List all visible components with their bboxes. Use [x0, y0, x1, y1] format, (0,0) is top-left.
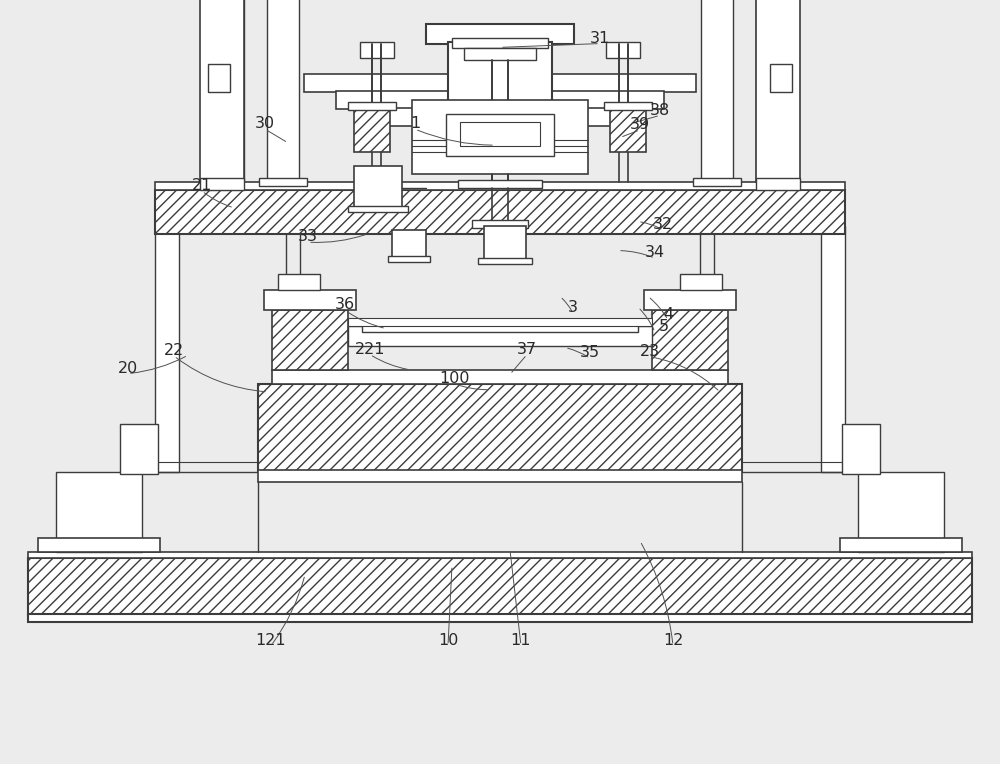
Bar: [348, 326, 652, 346]
Bar: [278, 274, 320, 290]
Bar: [446, 114, 554, 156]
Text: 12: 12: [663, 633, 683, 648]
Bar: [272, 370, 728, 384]
Bar: [348, 318, 652, 326]
Bar: [354, 166, 402, 208]
Bar: [448, 42, 552, 104]
Bar: [412, 100, 588, 174]
Text: 36: 36: [335, 297, 355, 312]
Bar: [38, 538, 160, 552]
Text: 11: 11: [511, 633, 531, 648]
Bar: [200, 178, 244, 190]
Text: 10: 10: [438, 633, 458, 648]
Bar: [644, 290, 736, 310]
Bar: [438, 102, 562, 112]
Bar: [652, 310, 728, 370]
Bar: [842, 424, 880, 474]
Bar: [464, 48, 536, 60]
Bar: [392, 230, 426, 258]
Bar: [258, 384, 742, 472]
Text: 38: 38: [650, 102, 670, 118]
Bar: [485, 40, 515, 46]
Bar: [380, 108, 620, 126]
Bar: [28, 552, 972, 558]
Bar: [484, 226, 526, 260]
Bar: [267, 0, 299, 182]
Text: 221: 221: [355, 342, 385, 357]
Bar: [478, 258, 532, 264]
Bar: [155, 190, 845, 234]
Bar: [354, 106, 390, 152]
Text: 5: 5: [659, 319, 669, 335]
Bar: [606, 42, 640, 58]
Text: 22: 22: [164, 343, 184, 358]
Bar: [336, 91, 664, 109]
Bar: [200, 0, 244, 182]
Text: 37: 37: [517, 342, 537, 357]
Text: 33: 33: [298, 229, 318, 244]
Bar: [259, 178, 307, 186]
Text: 30: 30: [255, 116, 275, 131]
Bar: [770, 64, 792, 92]
Bar: [756, 178, 800, 190]
Bar: [120, 424, 158, 474]
Bar: [680, 274, 722, 290]
Text: 4: 4: [663, 307, 673, 322]
Text: 21: 21: [192, 178, 212, 193]
Text: 31: 31: [590, 31, 610, 46]
Bar: [264, 290, 356, 310]
Text: 34: 34: [645, 245, 665, 261]
Bar: [56, 472, 142, 552]
Bar: [348, 206, 408, 212]
Bar: [426, 24, 574, 44]
Text: 35: 35: [580, 345, 600, 361]
Bar: [28, 614, 972, 622]
Text: 121: 121: [256, 633, 286, 648]
Bar: [458, 180, 542, 188]
Bar: [155, 182, 845, 190]
Bar: [756, 0, 800, 182]
Text: 100: 100: [439, 371, 469, 386]
Text: 32: 32: [653, 217, 673, 232]
Bar: [272, 310, 348, 370]
Bar: [840, 538, 962, 552]
Bar: [155, 226, 179, 472]
Bar: [388, 256, 430, 262]
Bar: [258, 470, 742, 482]
Bar: [304, 74, 696, 92]
Bar: [460, 122, 540, 146]
Bar: [610, 106, 646, 152]
Bar: [28, 558, 972, 616]
Bar: [208, 64, 230, 92]
Text: 3: 3: [568, 300, 578, 316]
Text: 20: 20: [118, 361, 138, 376]
Bar: [472, 220, 528, 228]
Bar: [693, 178, 741, 186]
Bar: [821, 226, 845, 472]
Bar: [348, 102, 396, 110]
Text: 1: 1: [410, 116, 420, 131]
Bar: [362, 322, 638, 332]
Bar: [452, 38, 548, 48]
Bar: [604, 102, 652, 110]
Bar: [701, 0, 733, 182]
Bar: [858, 472, 944, 552]
Text: 39: 39: [630, 117, 650, 132]
Bar: [360, 42, 394, 58]
Text: 23: 23: [640, 344, 660, 359]
